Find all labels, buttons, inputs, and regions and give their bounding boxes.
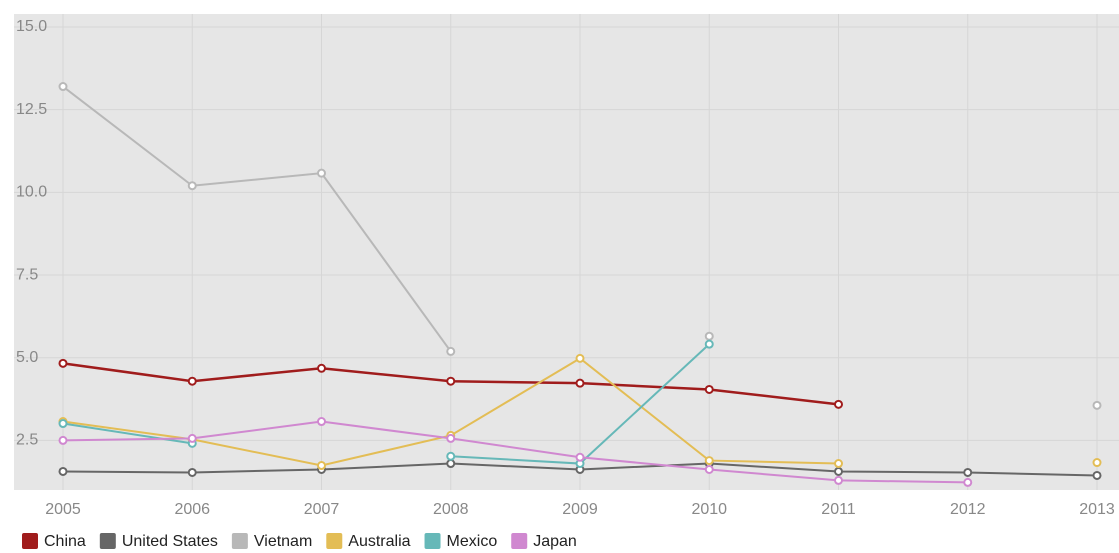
data-point	[704, 384, 714, 394]
y-tick-label: 7.5	[16, 266, 38, 283]
data-point	[834, 475, 843, 485]
legend-label: Vietnam	[254, 533, 312, 550]
data-point	[446, 459, 456, 469]
data-point	[187, 433, 197, 443]
data-point	[317, 461, 326, 471]
legend-label: United States	[122, 533, 218, 550]
data-point	[58, 466, 68, 476]
data-point	[575, 452, 585, 462]
data-point	[834, 399, 843, 409]
y-tick-label: 12.5	[16, 101, 47, 118]
data-point	[963, 467, 973, 477]
data-point	[446, 346, 456, 356]
data-point	[704, 464, 714, 474]
x-tick-label: 2005	[45, 501, 81, 518]
legend-label: Japan	[533, 533, 577, 550]
data-point	[834, 466, 843, 476]
data-point	[317, 168, 326, 178]
data-point	[1092, 400, 1102, 410]
y-tick-label: 15.0	[16, 18, 47, 35]
legend-label: Mexico	[447, 533, 498, 550]
data-point	[446, 376, 456, 386]
data-point	[187, 467, 197, 477]
y-tick-label: 2.5	[16, 432, 38, 449]
legend-swatch	[99, 533, 116, 549]
y-tick-label: 10.0	[16, 184, 47, 201]
data-point	[834, 459, 843, 469]
data-point	[58, 435, 68, 445]
data-point	[317, 363, 326, 373]
data-point	[58, 82, 68, 92]
legend-label: China	[44, 533, 86, 550]
data-point	[704, 331, 714, 341]
data-point	[187, 376, 197, 386]
data-point	[575, 353, 585, 363]
legend-swatch	[326, 533, 343, 549]
legend-swatch	[511, 533, 528, 549]
x-tick-label: 2009	[562, 501, 598, 518]
x-tick-label: 2007	[304, 501, 340, 518]
x-tick-label: 2008	[433, 501, 469, 518]
data-point	[58, 358, 68, 368]
legend-swatch	[231, 533, 248, 549]
legend-swatch	[424, 533, 441, 549]
x-tick-label: 2013	[1079, 501, 1115, 518]
x-tick-label: 2012	[950, 501, 986, 518]
data-point	[446, 433, 456, 443]
data-point	[704, 456, 714, 466]
data-point	[446, 451, 456, 461]
x-tick-label: 2010	[691, 501, 727, 518]
x-tick-label: 2006	[174, 501, 210, 518]
x-tick-label: 2011	[821, 501, 856, 518]
data-point	[1092, 458, 1102, 468]
data-point	[963, 477, 973, 487]
data-point	[187, 181, 197, 191]
data-point	[575, 378, 585, 388]
legend-swatch	[22, 533, 38, 549]
data-point	[704, 339, 714, 349]
data-point	[1092, 470, 1102, 480]
legend-label: Australia	[348, 533, 410, 550]
series-line	[62, 420, 968, 484]
data-point	[317, 417, 326, 427]
plot-area	[14, 14, 1119, 490]
y-tick-label: 5.0	[16, 349, 38, 366]
data-point	[58, 419, 68, 429]
